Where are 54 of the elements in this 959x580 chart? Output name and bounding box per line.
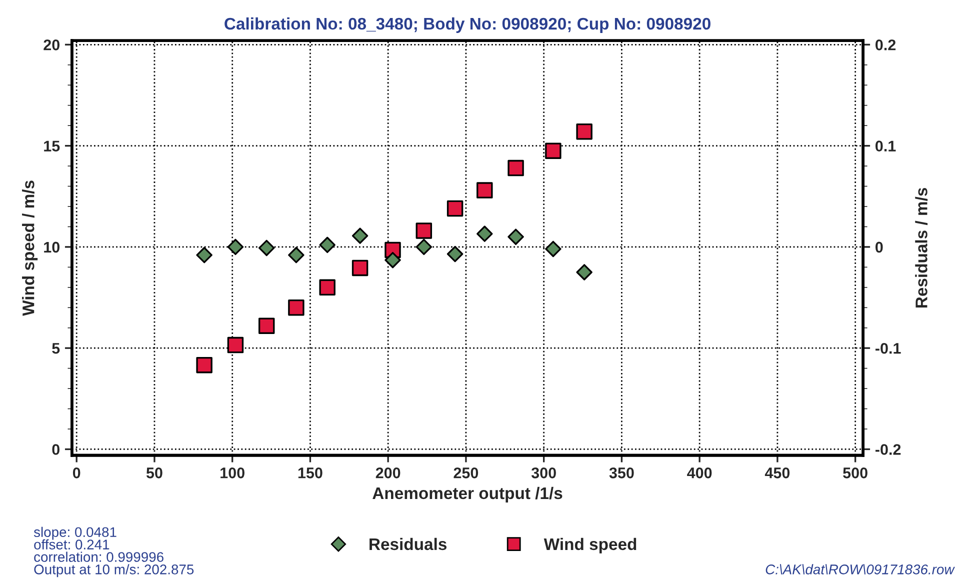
- point: [545, 142, 562, 159]
- point: [384, 252, 401, 268]
- x-tick-label: 350: [609, 468, 634, 478]
- y2-tick-label: 0: [876, 242, 883, 253]
- y-tick-label: 0: [52, 444, 60, 455]
- point: [476, 226, 493, 242]
- y-tick-label: 5: [52, 343, 60, 354]
- point: [446, 246, 464, 262]
- x-axis-title: Anemometer output /1/s: [372, 486, 562, 502]
- y2-tick-label: 0.1: [876, 140, 896, 152]
- legend-label: Wind speed: [544, 538, 636, 554]
- x-tick-label: 300: [531, 468, 556, 478]
- point: [288, 246, 304, 264]
- x-tick-label: 450: [764, 468, 790, 478]
- x-tick-label: 250: [454, 468, 478, 478]
- y-tick-label: 10: [44, 242, 60, 253]
- point: [576, 124, 592, 140]
- x-tick-label: 500: [843, 468, 868, 478]
- point: [196, 246, 212, 264]
- point: [258, 240, 275, 256]
- point: [576, 264, 592, 280]
- point: [545, 240, 562, 258]
- point: [508, 228, 524, 245]
- x-tick-label: 150: [298, 468, 322, 478]
- y-tick-label: 15: [44, 140, 60, 152]
- y2-tick-label: -0.2: [876, 444, 901, 455]
- point: [319, 236, 336, 254]
- x-tick-label: 50: [146, 468, 162, 478]
- x-tick-label: 100: [220, 468, 244, 478]
- point: [416, 222, 432, 239]
- text: C:\AK\dat\ROW\09171836.row: [766, 564, 955, 574]
- point: [258, 318, 275, 334]
- chart-title: Calibration No: 08_3480; Body No: 0908920; Cup No: 0908920: [224, 17, 710, 33]
- point: [416, 238, 432, 256]
- point: [476, 182, 493, 198]
- point: [227, 238, 244, 256]
- point: [288, 300, 304, 316]
- point: [319, 279, 336, 296]
- y2-tick-label: 0.2: [876, 40, 896, 50]
- text: slope: 0.0481 offset: 0.241 correlation: 0.999996 Output at 10 m/s: 202.875: [34, 526, 194, 578]
- y-tick-label: 20: [44, 40, 60, 50]
- legend-label: Residuals: [370, 538, 447, 550]
- y2-axis-title: Residuals / m/s: [915, 188, 928, 308]
- x-tick-label: 400: [687, 468, 712, 478]
- y2-tick-label: -0.1: [876, 342, 901, 354]
- point: [352, 228, 368, 244]
- point: [227, 336, 244, 354]
- x-tick-label: 200: [376, 468, 400, 478]
- y-axis-title: Wind speed / m/s: [22, 180, 38, 316]
- point: [196, 356, 212, 374]
- point: [446, 200, 464, 217]
- point: [352, 260, 368, 276]
- x-tick-label: 0: [72, 468, 80, 478]
- point: [508, 160, 524, 176]
